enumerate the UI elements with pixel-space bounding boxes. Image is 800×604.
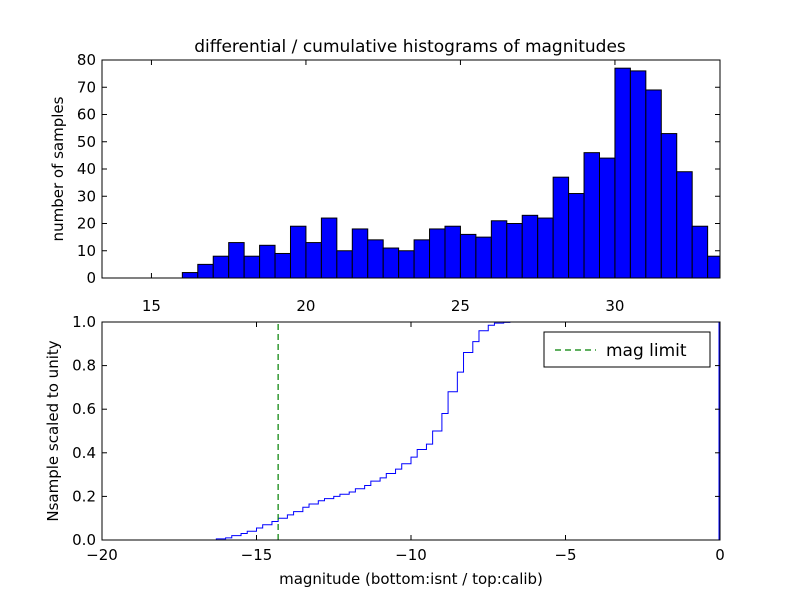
top-y-tick-label: 0 — [86, 269, 96, 287]
hist-bar — [320, 217, 338, 279]
bottom-x-tick-label: −15 — [241, 546, 273, 564]
top-panel: differential / cumulative histograms of … — [49, 37, 721, 315]
hist-bar — [398, 250, 415, 279]
hist-bar — [228, 242, 245, 279]
hist-bar — [614, 67, 631, 279]
bottom-x-tick-label: −5 — [554, 546, 576, 564]
chart-title: differential / cumulative histograms of … — [194, 37, 626, 57]
top-y-tick-label: 40 — [77, 160, 96, 178]
top-y-tick-label: 80 — [77, 51, 96, 69]
top-y-tick-label: 70 — [77, 78, 96, 96]
hist-bar — [336, 250, 353, 279]
bottom-lines — [102, 321, 720, 541]
hist-bar — [506, 223, 523, 279]
hist-bar — [660, 133, 678, 279]
hist-bar — [429, 228, 446, 279]
bottom-y-axis-label: Nsample scaled to unity — [44, 340, 62, 521]
top-y-tick-label: 60 — [77, 106, 96, 124]
hist-bar — [289, 225, 307, 279]
hist-bar — [598, 157, 616, 279]
bottom-panel: −20 −15 −10 −5 0 0.0 0.2 0.4 0.6 0.8 1.0 magnitude… — [44, 313, 725, 588]
hist-bar — [629, 70, 647, 279]
top-y-axis-label: number of samples — [49, 96, 67, 241]
hist-bar — [645, 89, 662, 279]
hist-bar — [274, 252, 291, 279]
top-bars — [181, 67, 721, 279]
hist-bar — [444, 225, 461, 279]
bottom-x-tick-label: −10 — [395, 546, 427, 564]
hist-bar — [367, 239, 384, 279]
top-x-tick-label: 30 — [605, 297, 624, 315]
hist-bar — [382, 247, 400, 279]
hist-bar — [351, 228, 369, 279]
bottom-x-tick-label: 0 — [715, 546, 725, 564]
hist-bar — [521, 214, 539, 279]
top-plot-frame — [101, 59, 721, 279]
hist-bar — [676, 171, 693, 279]
hist-bar — [413, 239, 431, 279]
bottom-y-tick-label: 0.6 — [72, 400, 96, 418]
legend-label-mag-limit: mag limit — [606, 341, 687, 361]
bottom-x-axis-label: magnitude (bottom:isnt / top:calib) — [279, 570, 543, 588]
bottom-y-tick-label: 0.2 — [72, 487, 96, 505]
legend: mag limit — [543, 331, 711, 368]
hist-bar — [243, 255, 261, 279]
top-x-tick-label: 20 — [296, 297, 315, 315]
hist-bar — [552, 176, 570, 279]
top-y-tick-label: 50 — [77, 133, 96, 151]
bottom-y-tick-label: 0.8 — [72, 357, 96, 375]
hist-bar — [181, 272, 199, 279]
hist-bar — [212, 255, 230, 279]
top-y-tick-label: 30 — [77, 187, 96, 205]
legend-box — [543, 331, 711, 368]
bottom-y-tick-label: 1.0 — [72, 313, 96, 331]
hist-bar — [490, 220, 508, 279]
hist-bar — [305, 242, 322, 279]
bottom-y-tick-label: 0.4 — [72, 444, 96, 462]
cumulative-step-line — [102, 321, 720, 541]
top-y-tick-label: 10 — [77, 242, 96, 260]
bottom-plot-frame — [101, 321, 721, 541]
bottom-y-tick-label: 0.0 — [72, 531, 96, 549]
top-y-tick-label: 20 — [77, 215, 96, 233]
hist-bar — [537, 217, 554, 279]
bottom-x-tick-label: −20 — [86, 546, 118, 564]
top-x-tick-label: 25 — [451, 297, 470, 315]
hist-bar — [459, 233, 477, 279]
hist-bar — [583, 152, 600, 279]
top-x-tick-label: 15 — [142, 297, 161, 315]
hist-bar — [568, 193, 585, 279]
hist-bar — [691, 225, 709, 279]
hist-bar — [707, 255, 721, 279]
hist-bar — [475, 236, 492, 279]
hist-bar — [197, 263, 214, 279]
hist-bar — [259, 244, 276, 279]
